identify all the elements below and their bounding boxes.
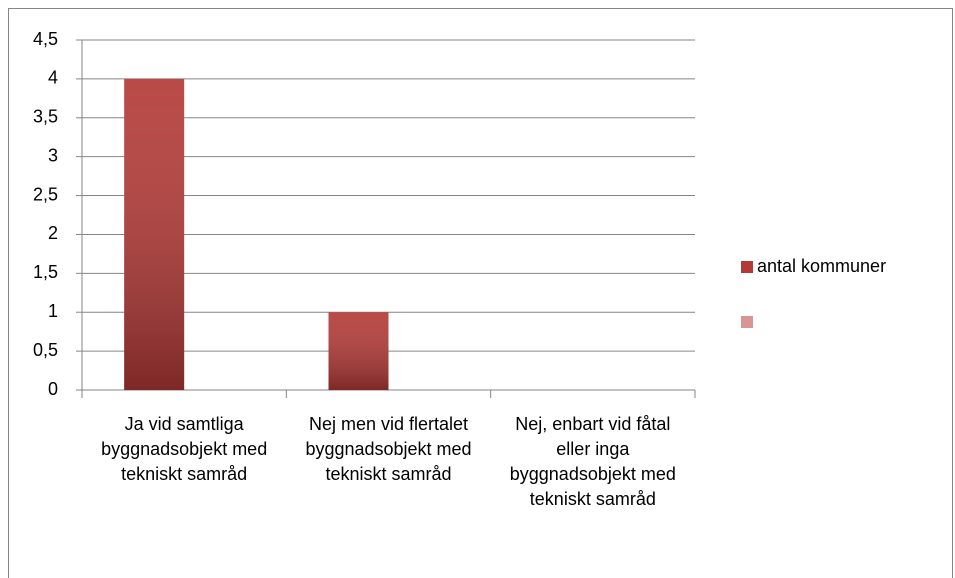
x-tick-label: Nej men vid flertalet byggnadsobjekt med t… [305, 414, 471, 484]
y-tick-label: 3,5 [33, 107, 58, 127]
x-tick-label: Ja vid samtliga byggnadsobjekt med teknisk… [101, 414, 267, 484]
bar-shade [328, 312, 389, 390]
y-tick-label: 4 [48, 68, 58, 88]
y-tick-label: 4,5 [33, 29, 58, 49]
y-tick-label: 3 [48, 145, 58, 165]
y-tick-label: 1 [48, 301, 58, 321]
y-tick-label: 2 [48, 223, 58, 243]
chart-frame [8, 8, 953, 578]
y-tick-label: 0,5 [33, 340, 58, 360]
legend-label: antal kommuner [757, 256, 886, 276]
y-tick-label: 0 [48, 379, 58, 399]
legend-swatch [741, 261, 753, 273]
y-tick-label: 2,5 [33, 184, 58, 204]
legend-swatch [741, 316, 753, 328]
x-tick-label: Nej, enbart vid fåtal eller inga byggnadso… [510, 414, 676, 509]
bar-shade [124, 78, 185, 390]
y-tick-label: 1,5 [33, 262, 58, 282]
